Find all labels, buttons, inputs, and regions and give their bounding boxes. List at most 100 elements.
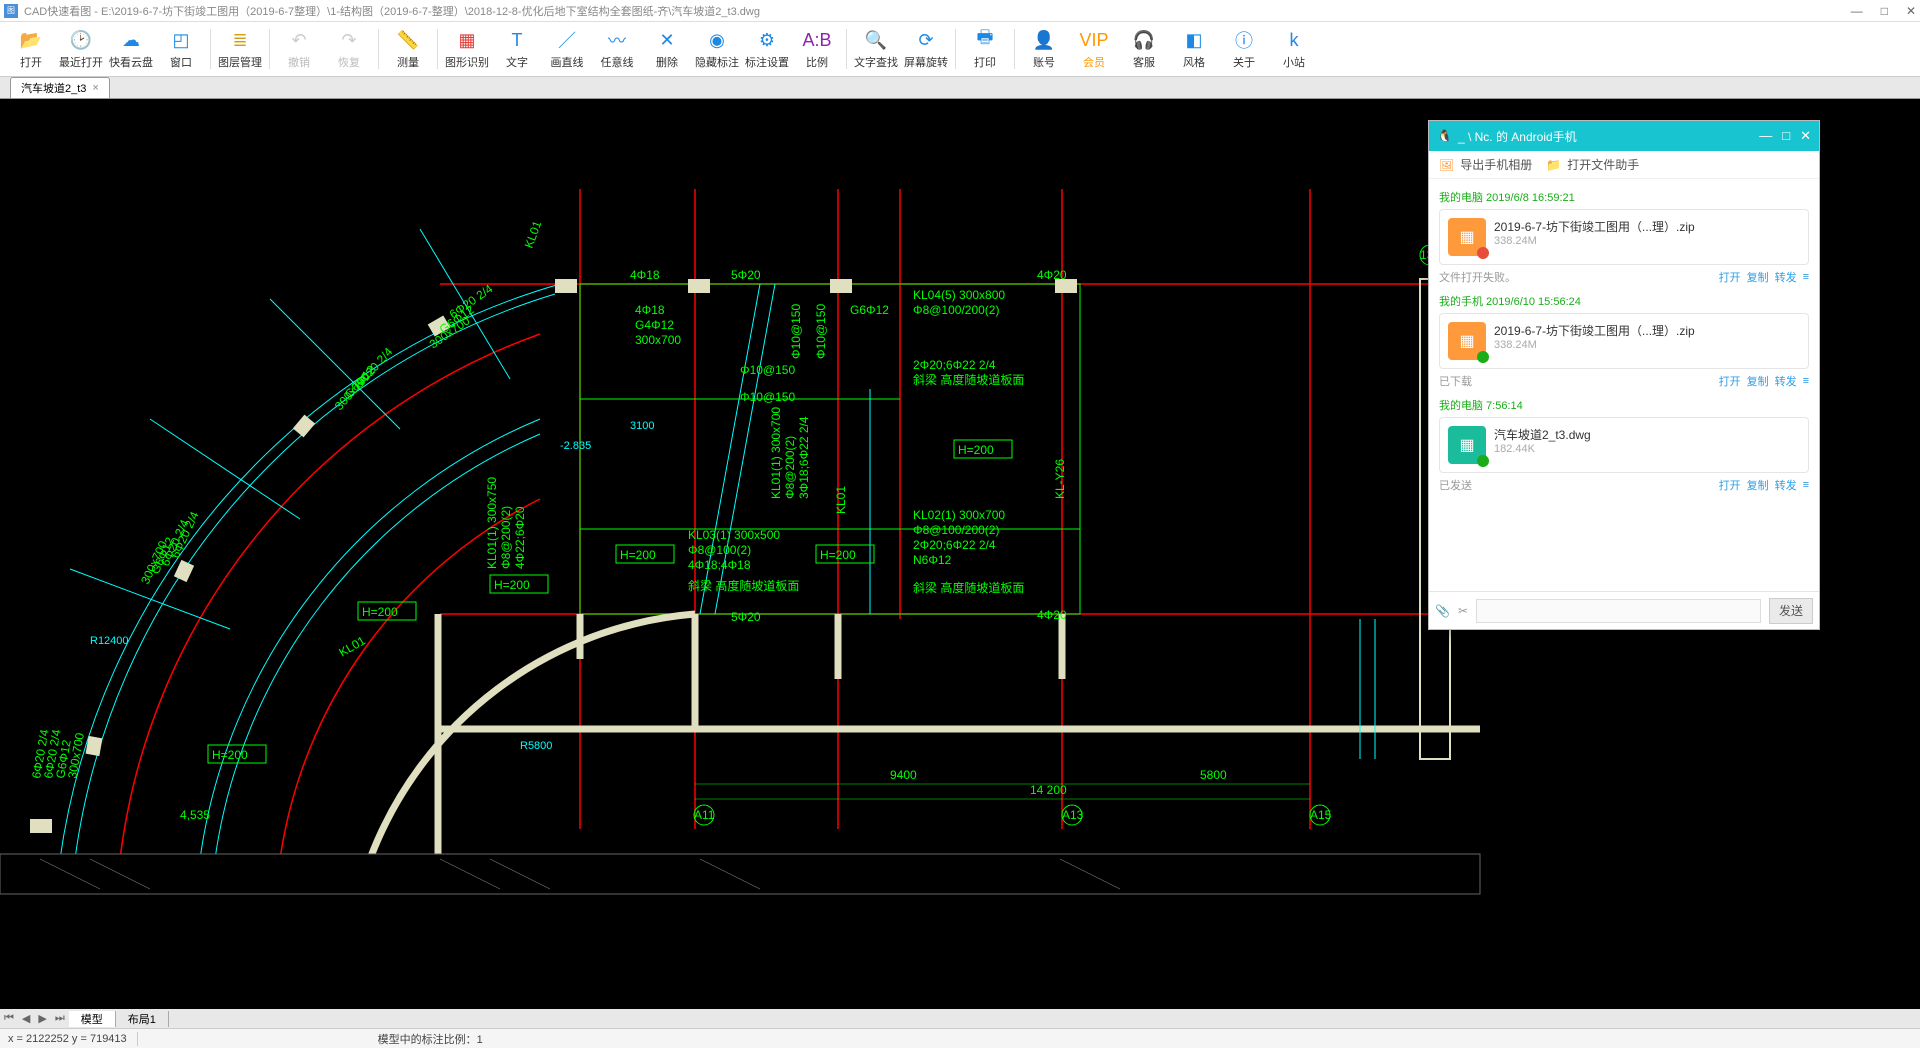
- toolbar-图层管理[interactable]: ≣图层管理: [215, 24, 265, 74]
- main-toolbar: 📂打开🕑最近打开☁快看云盘◰窗口≣图层管理↶撤销↷恢复📏测量▦图形识别T文字／画…: [0, 22, 1920, 77]
- chat-file-item[interactable]: ▦汽车坡道2_t3.dwg182.44K: [1439, 417, 1809, 473]
- toolbar-比例[interactable]: A:B比例: [792, 24, 842, 74]
- svg-text:9400: 9400: [890, 768, 917, 782]
- svg-text:A15: A15: [1310, 808, 1332, 822]
- svg-text:Φ10@150: Φ10@150: [740, 363, 795, 377]
- toolbar-快看云盘[interactable]: ☁快看云盘: [106, 24, 156, 74]
- tab-nav-prev[interactable]: ◀: [18, 1012, 34, 1025]
- layout-tabs: ⏮ ◀ ▶ ⏭ 模型 布局1: [0, 1009, 1920, 1028]
- window-title: CAD快速看图 - E:\2019-6-7-坊下街竣工图用（2019-6-7整理…: [24, 3, 760, 19]
- chat-input-field[interactable]: [1476, 599, 1761, 623]
- minimize-button[interactable]: —: [1851, 4, 1863, 18]
- svg-text:H=200: H=200: [620, 548, 656, 562]
- svg-text:H=200: H=200: [494, 578, 530, 592]
- layout1-tab[interactable]: 布局1: [116, 1011, 169, 1027]
- svg-text:Φ8@200(2): Φ8@200(2): [783, 436, 797, 499]
- maximize-button[interactable]: □: [1881, 4, 1888, 18]
- tab-nav-next[interactable]: ▶: [34, 1012, 50, 1025]
- coordinates: x = 2122252 y = 719413: [8, 1033, 127, 1045]
- svg-text:-2.835: -2.835: [560, 440, 591, 452]
- tab-close-icon[interactable]: ×: [92, 82, 98, 94]
- toolbar-文字[interactable]: T文字: [492, 24, 542, 74]
- chat-subheader: 🖼 导出手机相册 📁 打开文件助手: [1429, 151, 1819, 179]
- svg-text:N6Φ12: N6Φ12: [913, 553, 952, 567]
- scissors-icon[interactable]: ✂: [1458, 604, 1468, 618]
- toolbar-画直线[interactable]: ／画直线: [542, 24, 592, 74]
- toolbar-窗口[interactable]: ◰窗口: [156, 24, 206, 74]
- svg-text:5800: 5800: [1200, 768, 1227, 782]
- svg-text:4Φ20: 4Φ20: [1037, 268, 1067, 282]
- chat-header[interactable]: 🐧 _ \ Nc. 的 Android手机 — □ ✕: [1429, 121, 1819, 151]
- svg-text:KL01(1) 300x750: KL01(1) 300x750: [485, 477, 499, 569]
- toolbar-删除[interactable]: ✕删除: [642, 24, 692, 74]
- toolbar-标注设置[interactable]: ⚙标注设置: [742, 24, 792, 74]
- svg-text:3100: 3100: [630, 420, 654, 432]
- chat-minimize[interactable]: —: [1759, 128, 1772, 144]
- chat-title: _ \ Nc. 的 Android手机: [1458, 128, 1577, 145]
- toolbar-客服[interactable]: 🎧客服: [1119, 24, 1169, 74]
- chat-file-item[interactable]: ▦2019-6-7-坊下街竣工图用（...理）.zip338.24M: [1439, 313, 1809, 369]
- toolbar-任意线[interactable]: 〰任意线: [592, 24, 642, 74]
- svg-text:KL-Y26: KL-Y26: [1053, 459, 1067, 499]
- svg-text:4Φ22;6Φ20: 4Φ22;6Φ20: [513, 506, 527, 569]
- svg-text:5Φ20: 5Φ20: [731, 610, 761, 624]
- svg-text:H=200: H=200: [958, 443, 994, 457]
- svg-text:Φ10@150: Φ10@150: [740, 390, 795, 404]
- svg-text:斜梁 高度随坡道板面: 斜梁 高度随坡道板面: [913, 580, 1024, 595]
- image-icon: 🖼: [1439, 158, 1454, 172]
- svg-text:Φ8@100(2): Φ8@100(2): [688, 543, 751, 557]
- svg-text:2Φ20;6Φ22 2/4: 2Φ20;6Φ22 2/4: [913, 358, 996, 372]
- toolbar-打开[interactable]: 📂打开: [6, 24, 56, 74]
- svg-text:KL01: KL01: [337, 633, 369, 659]
- toolbar-打印[interactable]: 🖶打印: [960, 24, 1010, 74]
- svg-text:A13: A13: [1062, 808, 1084, 822]
- title-bar: 图 CAD快速看图 - E:\2019-6-7-坊下街竣工图用（2019-6-7…: [0, 0, 1920, 22]
- svg-text:G4Φ12: G4Φ12: [635, 318, 674, 332]
- svg-text:4,535: 4,535: [180, 808, 210, 822]
- toolbar-会员[interactable]: VIP会员: [1069, 24, 1119, 74]
- toolbar-最近打开[interactable]: 🕑最近打开: [56, 24, 106, 74]
- toolbar-测量[interactable]: 📏测量: [383, 24, 433, 74]
- chat-input-bar: 📎 ✂ 发送: [1429, 591, 1819, 629]
- svg-text:KL01(1) 300x700: KL01(1) 300x700: [769, 407, 783, 499]
- toolbar-账号[interactable]: 👤账号: [1019, 24, 1069, 74]
- folder-icon: 📁: [1546, 158, 1561, 172]
- toolbar-隐藏标注[interactable]: ◉隐藏标注: [692, 24, 742, 74]
- svg-text:斜梁 高度随坡道板面: 斜梁 高度随坡道板面: [688, 578, 799, 593]
- toolbar-屏幕旋转[interactable]: ⟳屏幕旋转: [901, 24, 951, 74]
- file-helper-link[interactable]: 打开文件助手: [1567, 156, 1639, 173]
- attach-icon[interactable]: 📎: [1435, 604, 1450, 618]
- toolbar-文字查找[interactable]: 🔍文字查找: [851, 24, 901, 74]
- tab-nav-last[interactable]: ⏭: [51, 1012, 69, 1025]
- chat-file-item[interactable]: ▦2019-6-7-坊下街竣工图用（...理）.zip338.24M: [1439, 209, 1809, 265]
- svg-text:Φ10@150: Φ10@150: [789, 304, 803, 359]
- app-icon: 图: [4, 4, 18, 18]
- chat-maximize[interactable]: □: [1782, 128, 1790, 144]
- toolbar-恢复[interactable]: ↷恢复: [324, 24, 374, 74]
- svg-text:300x700: 300x700: [65, 731, 87, 779]
- svg-text:KL04(5) 300x800: KL04(5) 300x800: [913, 288, 1005, 302]
- chat-message-list[interactable]: 我的电脑 2019/6/8 16:59:21▦2019-6-7-坊下街竣工图用（…: [1429, 179, 1819, 591]
- toolbar-撤销[interactable]: ↶撤销: [274, 24, 324, 74]
- chat-close[interactable]: ✕: [1800, 128, 1811, 144]
- svg-text:Φ8@100/200(2): Φ8@100/200(2): [913, 303, 999, 317]
- window-controls: — □ ✕: [1851, 4, 1916, 18]
- toolbar-风格[interactable]: ◧风格: [1169, 24, 1219, 74]
- svg-text:300x700: 300x700: [332, 369, 373, 413]
- tab-nav-first[interactable]: ⏮: [0, 1012, 18, 1025]
- svg-text:4Φ18;4Φ18: 4Φ18;4Φ18: [688, 558, 751, 572]
- svg-text:H=200: H=200: [362, 605, 398, 619]
- model-tab[interactable]: 模型: [69, 1011, 116, 1027]
- toolbar-图形识别[interactable]: ▦图形识别: [442, 24, 492, 74]
- svg-text:4Φ18: 4Φ18: [630, 268, 660, 282]
- export-album-link[interactable]: 导出手机相册: [1460, 156, 1532, 173]
- send-button[interactable]: 发送: [1769, 598, 1813, 624]
- document-tab[interactable]: 汽车坡道2_t3 ×: [10, 77, 110, 98]
- toolbar-关于[interactable]: ⓘ关于: [1219, 24, 1269, 74]
- svg-text:R5800: R5800: [520, 740, 552, 752]
- svg-text:Φ10@150: Φ10@150: [814, 304, 828, 359]
- close-button[interactable]: ✕: [1906, 4, 1916, 18]
- toolbar-小站[interactable]: k小站: [1269, 24, 1319, 74]
- svg-text:300x700: 300x700: [635, 333, 681, 347]
- svg-text:KL03(1) 300x500: KL03(1) 300x500: [688, 528, 780, 542]
